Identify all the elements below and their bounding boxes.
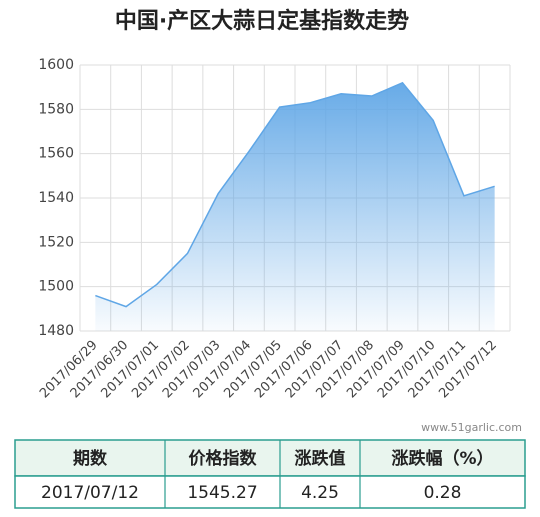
table-cell: 1545.27 bbox=[187, 483, 257, 503]
y-tick-label: 1520 bbox=[38, 234, 74, 250]
y-tick-label: 1560 bbox=[38, 146, 74, 162]
table-row-bg bbox=[14, 475, 526, 509]
y-tick-label: 1500 bbox=[38, 279, 74, 295]
watermark: www.51garlic.com bbox=[421, 421, 522, 434]
y-tick-label: 1540 bbox=[38, 190, 74, 206]
area bbox=[95, 82, 495, 331]
line bbox=[95, 81, 495, 308]
table-cell: 4.25 bbox=[301, 483, 339, 503]
table-header: 涨跌幅（%） bbox=[391, 448, 493, 469]
table-cell: 2017/07/12 bbox=[41, 483, 139, 503]
y-tick-label: 1580 bbox=[38, 101, 74, 117]
y-tick-label: 1600 bbox=[38, 57, 74, 73]
table-header-bg bbox=[14, 439, 526, 477]
table-cell: 0.28 bbox=[424, 483, 462, 503]
table-header: 价格指数 bbox=[189, 448, 258, 469]
table-header: 期数 bbox=[73, 448, 108, 469]
table-header: 涨跌值 bbox=[295, 448, 346, 469]
table: 期数 价格指数 涨跌值 涨跌幅（%） 2017/07/12 1545.27 4.25 0.28 bbox=[14, 439, 526, 509]
y-tick-label: 1480 bbox=[38, 323, 74, 339]
chart-title: 中国·产区大蒜日定基指数走势 bbox=[115, 8, 409, 34]
